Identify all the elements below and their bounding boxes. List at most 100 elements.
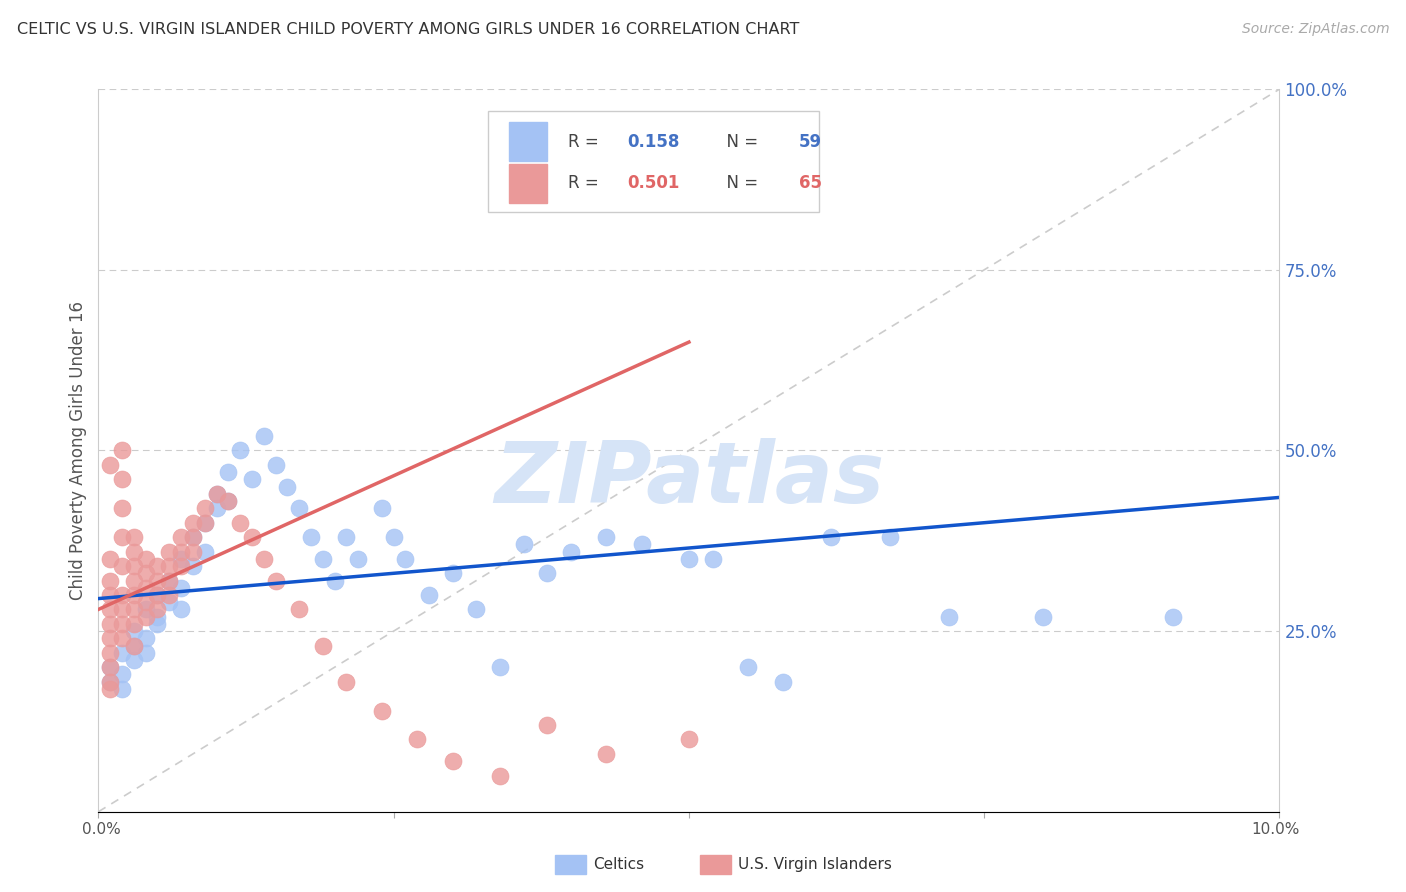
Point [737, 660, 759, 674]
Point [181, 516, 204, 530]
Point [217, 494, 239, 508]
Point [394, 551, 416, 566]
Point [98, 681, 121, 696]
Text: 0.158: 0.158 [627, 133, 681, 151]
Point [194, 516, 217, 530]
Point [122, 559, 145, 574]
Point [382, 530, 405, 544]
Text: R =: R = [568, 175, 605, 193]
Point [418, 588, 440, 602]
Point [371, 704, 394, 718]
Point [489, 769, 512, 783]
Point [122, 574, 145, 588]
Point [98, 551, 121, 566]
Point [157, 595, 180, 609]
Point [98, 574, 121, 588]
Point [536, 566, 558, 581]
Point [299, 530, 322, 544]
Point [146, 559, 169, 574]
Point [264, 574, 287, 588]
Point [240, 472, 263, 486]
Text: Celtics: Celtics [593, 857, 644, 871]
Text: 0.0%: 0.0% [82, 822, 121, 837]
Point [678, 732, 700, 747]
Point [111, 472, 134, 486]
Point [181, 530, 204, 544]
Point [288, 501, 311, 516]
Point [111, 602, 134, 616]
Point [170, 602, 193, 616]
Point [98, 674, 121, 689]
Point [111, 616, 134, 631]
Text: N =: N = [716, 175, 763, 193]
Text: 0.501: 0.501 [627, 175, 681, 193]
Point [122, 588, 145, 602]
Point [135, 646, 157, 660]
Point [1161, 609, 1184, 624]
Point [135, 595, 157, 609]
Point [111, 646, 134, 660]
Point [146, 574, 169, 588]
Point [371, 501, 394, 516]
Text: 59: 59 [799, 133, 823, 151]
Point [146, 602, 169, 616]
Point [98, 646, 121, 660]
Point [111, 632, 134, 646]
Point [157, 588, 180, 602]
Bar [509, 121, 547, 161]
Point [170, 530, 193, 544]
Point [111, 681, 134, 696]
FancyBboxPatch shape [488, 111, 818, 212]
Point [253, 551, 276, 566]
Y-axis label: Child Poverty Among Girls Under 16: Child Poverty Among Girls Under 16 [69, 301, 87, 600]
Point [441, 754, 464, 768]
Point [122, 530, 145, 544]
Point [98, 660, 121, 674]
Point [146, 588, 169, 602]
Point [489, 660, 512, 674]
Point [264, 458, 287, 472]
Point [441, 566, 464, 581]
Point [194, 544, 217, 558]
Point [170, 559, 193, 574]
Point [181, 544, 204, 558]
Point [98, 616, 121, 631]
Text: CELTIC VS U.S. VIRGIN ISLANDER CHILD POVERTY AMONG GIRLS UNDER 16 CORRELATION CH: CELTIC VS U.S. VIRGIN ISLANDER CHILD POV… [17, 22, 799, 37]
Point [465, 602, 488, 616]
Point [98, 660, 121, 674]
Point [229, 443, 252, 458]
Point [135, 581, 157, 595]
Point [630, 537, 652, 551]
Bar [509, 163, 547, 203]
Point [122, 653, 145, 667]
Text: U.S. Virgin Islanders: U.S. Virgin Islanders [738, 857, 891, 871]
Point [205, 501, 228, 516]
Point [512, 537, 534, 551]
Point [157, 574, 180, 588]
Point [253, 429, 276, 443]
Point [335, 530, 357, 544]
Point [170, 544, 193, 558]
Point [111, 530, 134, 544]
Point [146, 609, 169, 624]
Point [406, 732, 429, 747]
Point [111, 667, 134, 681]
Point [157, 574, 180, 588]
Point [205, 487, 228, 501]
Point [276, 480, 298, 494]
Point [312, 551, 335, 566]
Point [157, 559, 180, 574]
Point [122, 544, 145, 558]
Point [135, 566, 157, 581]
Point [288, 602, 311, 616]
Point [1032, 609, 1054, 624]
Text: Source: ZipAtlas.com: Source: ZipAtlas.com [1241, 22, 1389, 37]
Point [111, 588, 134, 602]
Point [217, 494, 239, 508]
Point [122, 624, 145, 639]
Point [335, 674, 357, 689]
Point [135, 632, 157, 646]
Point [217, 465, 239, 479]
Point [98, 602, 121, 616]
Point [98, 632, 121, 646]
